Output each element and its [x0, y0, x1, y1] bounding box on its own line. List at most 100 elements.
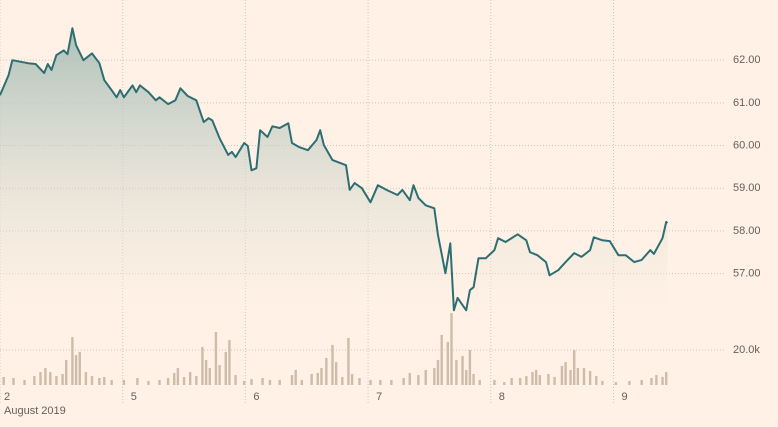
- volume-bar: [261, 378, 264, 385]
- volume-bar: [655, 375, 658, 385]
- volume-bar: [158, 379, 161, 385]
- y-tick-label: 59.00: [733, 182, 761, 194]
- volume-bar: [582, 368, 586, 385]
- volume-bar: [569, 369, 572, 385]
- price-line: [0, 27, 669, 312]
- volume-bar: [446, 341, 450, 385]
- volume-bar: [228, 340, 231, 385]
- volume-bar: [547, 373, 550, 385]
- volume-bar: [576, 368, 580, 385]
- volume-bar: [519, 378, 522, 385]
- volume-bar: [98, 378, 101, 385]
- volume-bar: [493, 379, 496, 385]
- price-area: [0, 28, 668, 311]
- volume-bar: [424, 369, 427, 385]
- volume-bar: [90, 376, 94, 385]
- volume-bar: [250, 379, 253, 385]
- x-tick-label: 7: [376, 391, 382, 403]
- volume-bar: [455, 359, 458, 385]
- volume-bar: [478, 379, 481, 385]
- volume-bar: [628, 380, 631, 385]
- volume-bar: [510, 378, 513, 385]
- volume-bar: [71, 337, 74, 385]
- volume-bar: [331, 344, 334, 385]
- volume-bar: [334, 362, 338, 385]
- x-tick-label: 9: [621, 391, 627, 403]
- volume-bar: [433, 368, 436, 385]
- volume-bar: [61, 373, 64, 385]
- volume-bar: [588, 371, 592, 385]
- volume-bar: [182, 376, 186, 385]
- volume-bar: [320, 368, 323, 385]
- volume-bar: [195, 376, 198, 385]
- volume-bar: [65, 359, 68, 385]
- volume-bar: [379, 379, 382, 385]
- volume-bar: [136, 378, 139, 385]
- volume-bar: [503, 382, 506, 385]
- volume-bar: [468, 350, 472, 385]
- y-tick-label: 61.00: [733, 97, 761, 109]
- volume-bar: [78, 351, 81, 385]
- volume-bar: [325, 358, 328, 385]
- volume-bar: [390, 379, 393, 385]
- volume-bar: [572, 350, 576, 385]
- volume-bar: [49, 372, 52, 385]
- volume-bar: [538, 375, 542, 385]
- volume-bar: [224, 351, 227, 385]
- volume-bar: [74, 355, 78, 385]
- volume-bar: [564, 362, 567, 385]
- volume-bar: [110, 379, 113, 385]
- volume-bar: [341, 376, 344, 385]
- volume-bar: [640, 379, 643, 385]
- volume-bar: [204, 359, 208, 385]
- volume-bar: [553, 376, 556, 385]
- volume-bar: [531, 372, 534, 385]
- x-tick-label: 2: [4, 391, 10, 403]
- volume-bar: [44, 368, 47, 385]
- volume-bar: [350, 373, 354, 385]
- volume-bar: [461, 355, 464, 385]
- volume-bar: [176, 368, 180, 385]
- volume-bar: [234, 375, 237, 385]
- volume-bar: [408, 372, 411, 385]
- volume-bar: [173, 372, 176, 385]
- volume-bar: [369, 379, 372, 385]
- volume-bar: [84, 372, 88, 385]
- volume-bar: [39, 372, 42, 385]
- volume-bar: [472, 373, 475, 385]
- volume-bar: [525, 376, 528, 385]
- volume-bar: [436, 359, 440, 385]
- volume-bar: [560, 365, 564, 385]
- volume-bar: [358, 378, 361, 385]
- volume-bar: [534, 369, 538, 385]
- volume-bar: [417, 375, 420, 385]
- volume-bar: [601, 380, 604, 385]
- volume-bar: [23, 379, 26, 385]
- volume-bar: [55, 376, 58, 385]
- x-axis-label: August 2019: [4, 405, 66, 417]
- volume-bar: [300, 379, 304, 385]
- volume-bar: [294, 369, 297, 385]
- y2-tick-label: 20.0k: [733, 344, 760, 356]
- volume-bar: [242, 380, 246, 385]
- volume-bar: [347, 337, 350, 385]
- volume-bar: [650, 378, 653, 385]
- y-tick-label: 60.00: [733, 139, 761, 151]
- volume-bar: [188, 372, 192, 385]
- y-tick-label: 58.00: [733, 225, 761, 237]
- x-tick-label: 8: [499, 391, 505, 403]
- volume-bar: [122, 379, 126, 385]
- volume-bar: [278, 379, 281, 385]
- volume-bar: [665, 372, 668, 385]
- volume-bar: [310, 373, 313, 385]
- volume-bar: [208, 368, 211, 385]
- volume-bar: [465, 369, 468, 385]
- volume-bar: [661, 376, 664, 385]
- y-tick-label: 57.00: [733, 267, 761, 279]
- volume-bar: [595, 376, 598, 385]
- volume-bar: [316, 372, 319, 385]
- volume-bar: [440, 334, 443, 385]
- volume-bar: [268, 379, 272, 385]
